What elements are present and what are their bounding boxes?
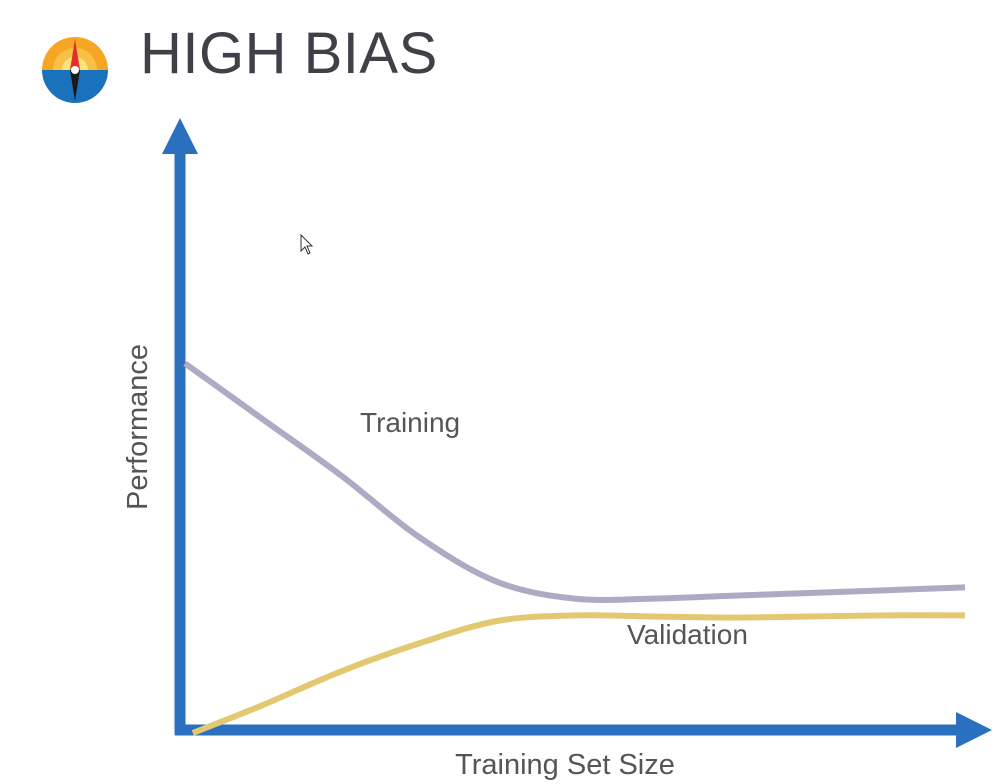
slide-title: HIGH BIAS <box>140 21 438 86</box>
y-axis-arrow <box>162 118 198 154</box>
series-line-validation <box>191 612 966 736</box>
y-axis-label: Performance <box>122 344 154 510</box>
series-layer <box>183 360 966 736</box>
x-axis-label: Training Set Size <box>455 749 675 781</box>
series-label-validation: Validation <box>627 619 748 650</box>
compass-icon <box>42 37 108 103</box>
x-axis-arrow <box>956 712 992 748</box>
axes <box>162 118 992 748</box>
series-line-training <box>183 360 966 603</box>
mouse-cursor-icon <box>300 234 314 255</box>
series-label-training: Training <box>360 407 460 438</box>
